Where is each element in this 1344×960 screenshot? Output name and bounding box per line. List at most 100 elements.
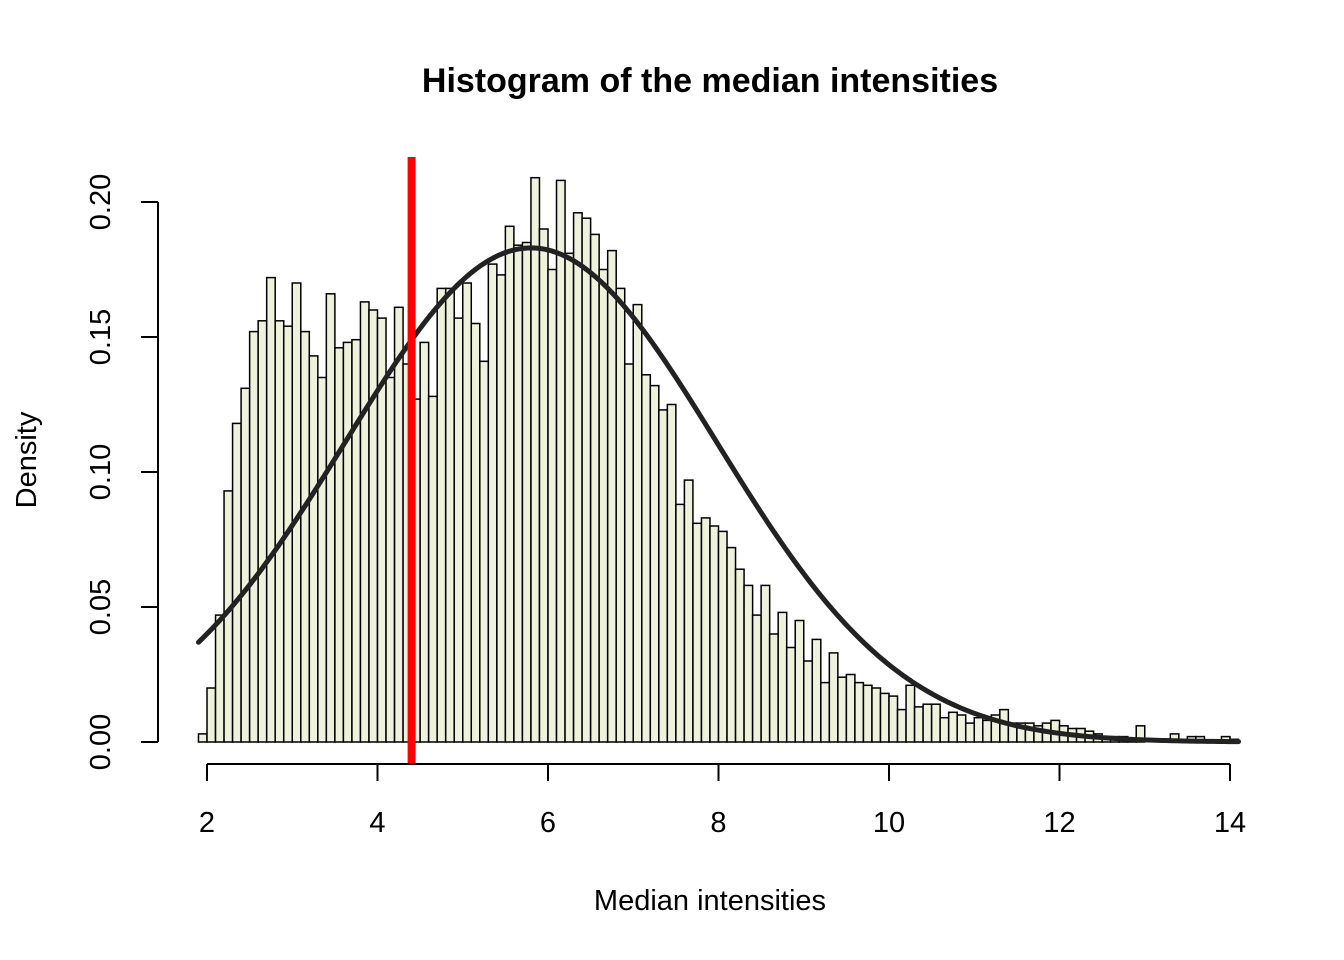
- histogram-bar: [317, 376, 328, 743]
- histogram-bar: [820, 681, 831, 743]
- histogram-bar: [717, 530, 728, 743]
- x-tick-label: 8: [710, 807, 726, 839]
- histogram-bar: [803, 660, 814, 743]
- histogram-bar: [675, 503, 686, 743]
- histogram-bar: [547, 268, 558, 743]
- histogram-bar: [845, 673, 856, 743]
- histogram-bar: [572, 212, 583, 743]
- histogram-bar: [538, 228, 549, 743]
- histogram-bar: [922, 703, 933, 743]
- chart-title: Histogram of the median intensities: [422, 62, 998, 100]
- histogram-bar: [768, 633, 779, 743]
- histogram-bar: [300, 330, 311, 743]
- histogram-bars: [197, 176, 1240, 743]
- y-tick-label: 0.10: [85, 444, 117, 500]
- histogram-bar: [615, 287, 626, 743]
- histogram-bar: [700, 517, 711, 743]
- histogram-bar: [342, 341, 353, 743]
- x-tick-label: 4: [369, 807, 385, 839]
- y-tick-label: 0.15: [85, 309, 117, 365]
- normal-curve-layer: [195, 245, 1242, 745]
- histogram-bar: [487, 263, 498, 743]
- histogram-bar: [214, 614, 225, 743]
- histogram-bar: [973, 716, 984, 743]
- histogram-bar: [496, 274, 507, 743]
- histogram-bar: [351, 338, 362, 743]
- histogram-bar: [905, 684, 916, 743]
- histogram-bar: [359, 301, 370, 743]
- histogram-bar: [462, 282, 473, 743]
- y-tick-label: 0.05: [85, 579, 117, 635]
- histogram-bar: [589, 233, 600, 743]
- histogram-bar: [427, 395, 438, 743]
- histogram-bar: [854, 681, 865, 743]
- histogram-bar: [982, 719, 993, 743]
- histogram-bar: [530, 176, 541, 743]
- histogram-bar: [504, 225, 515, 743]
- histogram-bar: [837, 676, 848, 743]
- histogram-bar: [308, 355, 319, 743]
- y-axis: 0.00 0.05 0.10 0.15 0.20: [85, 174, 159, 770]
- histogram-bar: [734, 568, 745, 743]
- histogram-bar: [334, 347, 345, 743]
- histogram-bar: [871, 687, 882, 743]
- histogram-bar: [794, 619, 805, 743]
- histogram-bar: [913, 706, 924, 743]
- histogram-bar: [436, 287, 447, 743]
- histogram-bar: [862, 684, 873, 743]
- histogram-bar: [743, 584, 754, 743]
- histogram-bar: [760, 584, 771, 743]
- histogram-bar: [632, 303, 643, 743]
- histogram-bar: [555, 179, 566, 743]
- histogram-bar: [692, 522, 703, 743]
- histogram-bar: [964, 722, 975, 743]
- x-tick-label: 12: [1043, 807, 1075, 839]
- histogram-bar: [513, 244, 524, 743]
- x-axis-title: Median intensities: [594, 885, 826, 917]
- y-tick-label: 0.00: [85, 714, 117, 770]
- histogram-bar: [265, 276, 276, 743]
- y-tick-label: 0.20: [85, 174, 117, 230]
- histogram-bar: [777, 611, 788, 743]
- histogram-bar: [393, 306, 404, 743]
- histogram-bar: [274, 320, 285, 743]
- histogram-bar: [240, 387, 251, 743]
- x-axis: 2 4 6 8 10 12 14: [199, 763, 1246, 839]
- histogram-bar: [939, 716, 950, 743]
- histogram-bar: [811, 638, 822, 743]
- histogram-bar: [479, 360, 490, 743]
- histogram-bar: [419, 341, 430, 743]
- histogram-bar: [947, 711, 958, 743]
- y-axis-title: Density: [11, 411, 43, 508]
- histogram-bar: [828, 652, 839, 743]
- x-tick-label: 6: [540, 807, 556, 839]
- histogram-bar: [726, 546, 737, 743]
- histogram-bar: [521, 241, 532, 743]
- histogram-bar: [257, 320, 268, 743]
- histogram-bar: [956, 714, 967, 743]
- histogram-bar: [231, 422, 242, 743]
- histogram-bar: [248, 330, 259, 743]
- x-tick-label: 10: [873, 807, 905, 839]
- x-tick-label: 14: [1214, 807, 1246, 839]
- histogram-bar: [444, 287, 455, 743]
- histogram-bar: [896, 708, 907, 743]
- histogram-bar: [930, 703, 941, 743]
- histogram-bar: [623, 363, 634, 743]
- histogram-bar: [197, 733, 208, 743]
- histogram-bar: [683, 479, 694, 743]
- histogram-bar: [325, 293, 336, 743]
- histogram-bar: [581, 217, 592, 743]
- histogram-bar: [658, 409, 669, 743]
- histogram-bar: [709, 525, 720, 743]
- histogram-bar: [470, 322, 481, 743]
- histogram-bar: [453, 317, 464, 743]
- histogram-bar: [888, 695, 899, 743]
- normal-density-curve: [195, 245, 1242, 745]
- histogram-bar: [641, 374, 652, 743]
- histogram-bar: [564, 252, 575, 743]
- histogram-bar: [666, 403, 677, 743]
- histogram-bar: [879, 692, 890, 743]
- histogram-bar: [649, 384, 660, 743]
